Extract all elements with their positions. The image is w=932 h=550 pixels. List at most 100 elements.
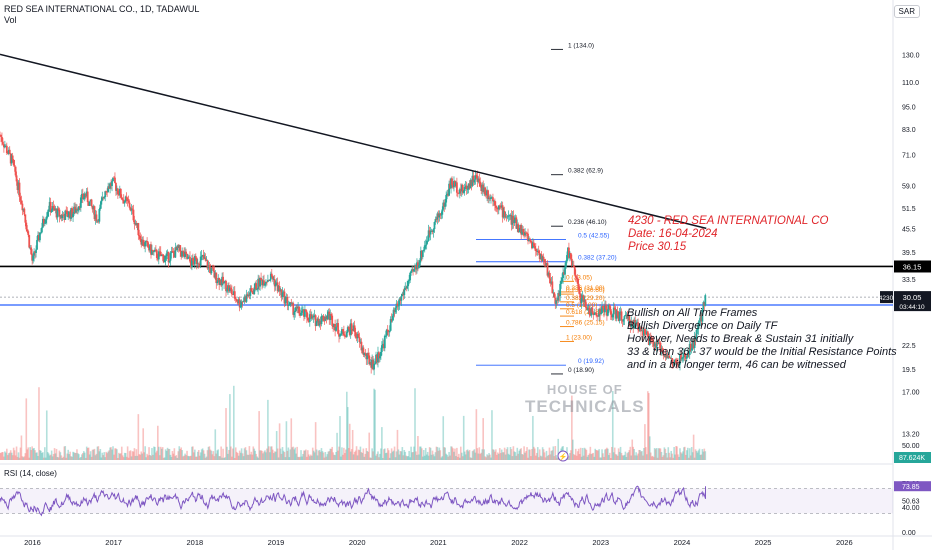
event-lightning-icon[interactable] xyxy=(557,450,569,462)
candle-body xyxy=(364,352,367,354)
volume-bar xyxy=(339,416,341,460)
candle-body xyxy=(51,206,54,211)
volume-bar xyxy=(557,438,560,460)
candle-body xyxy=(206,260,209,269)
candle-body xyxy=(68,211,71,217)
volume-bar xyxy=(282,450,285,460)
volume-bar xyxy=(401,447,404,460)
candle-body xyxy=(183,251,186,257)
candle-body xyxy=(700,315,703,322)
volume-bar xyxy=(362,448,365,460)
candle-body xyxy=(350,323,353,331)
candle-body xyxy=(507,215,510,217)
candle-body xyxy=(579,294,582,304)
volume-bar xyxy=(259,450,261,460)
candle-body xyxy=(638,329,640,331)
candle-body xyxy=(502,211,505,218)
candle-body xyxy=(380,345,383,352)
candle-body xyxy=(223,282,225,284)
candle-body xyxy=(80,193,83,198)
volume-bar xyxy=(338,446,340,460)
volume-bar xyxy=(351,429,354,460)
candle-body xyxy=(93,206,96,220)
candle-body xyxy=(122,199,125,204)
candle-body xyxy=(191,258,193,268)
volume-bar xyxy=(614,454,617,460)
note-line-1: 4230 - RED SEA INTERNATIONAL CO xyxy=(628,215,829,227)
currency-button[interactable]: SAR xyxy=(893,5,920,18)
candle-body xyxy=(529,238,531,241)
volume-bar xyxy=(542,449,545,460)
current-price-label: 30.05 xyxy=(903,293,922,302)
fib-level-label: 0.236 (31.00) xyxy=(566,285,605,292)
trendline[interactable] xyxy=(0,53,707,230)
volume-bar xyxy=(258,411,260,460)
volume-bar xyxy=(661,456,664,460)
candle-body xyxy=(384,335,387,337)
candle-body xyxy=(597,315,600,317)
volume-bar xyxy=(670,450,673,460)
volume-bar xyxy=(648,393,650,460)
volume-bar xyxy=(163,457,166,460)
time-axis[interactable]: 2016 2017 2018 2019 2020 2021 2022 2023 2024 2025… xyxy=(24,538,853,547)
candle-body xyxy=(675,359,677,364)
candle-body xyxy=(321,315,324,317)
volume-bar xyxy=(157,446,160,460)
price-axis[interactable]: 130.0110.095.083.071.059.051.545.539.533… xyxy=(902,52,920,450)
candle-body xyxy=(100,200,103,205)
note-line-3: Price 30.15 xyxy=(628,241,687,253)
candle-body xyxy=(358,337,361,343)
rsi-tick-label: 73.85 xyxy=(902,484,920,491)
candle-body xyxy=(701,309,704,322)
candle-body xyxy=(557,293,560,301)
volume-bar xyxy=(404,451,407,460)
volume-bar xyxy=(290,418,293,460)
fibonacci-levels[interactable]: 1 (134.0)0.382 (62.9)0.236 (46.10)0 (18.… xyxy=(476,42,617,375)
candle-body xyxy=(280,289,283,297)
candle-body xyxy=(135,223,138,226)
candle-body xyxy=(366,352,369,360)
candle-body xyxy=(128,202,131,208)
chart-header: RED SEA INTERNATIONAL CO., 1D, TADAWUL V… xyxy=(4,4,199,26)
candle-body xyxy=(397,305,400,307)
volume-bar xyxy=(588,453,591,460)
volume-bar xyxy=(464,454,467,460)
volume-bar xyxy=(602,453,604,460)
candle-body xyxy=(82,197,85,200)
candle-body xyxy=(87,202,90,206)
volume-bar xyxy=(683,447,685,460)
volume-bar xyxy=(170,456,173,460)
volume-bar xyxy=(328,451,331,460)
volume-bar xyxy=(248,446,251,460)
volume-bar xyxy=(86,447,89,460)
volume-bar xyxy=(340,456,342,460)
candle-body xyxy=(491,197,493,199)
volume-bar xyxy=(549,454,552,460)
volume-bar xyxy=(25,398,28,460)
volume-bar xyxy=(693,457,696,460)
candle-body xyxy=(555,299,558,304)
candle-body xyxy=(373,364,375,370)
volume-bar xyxy=(567,457,569,460)
candle-body xyxy=(371,359,374,368)
volume-bar xyxy=(294,447,296,460)
candle-body xyxy=(294,310,297,313)
candle-body xyxy=(437,213,440,218)
candle-body xyxy=(445,195,448,203)
volume-bar xyxy=(297,456,299,460)
volume-bar xyxy=(528,449,530,460)
volume-bar xyxy=(44,447,46,460)
volume-bar xyxy=(536,447,539,460)
candle-body xyxy=(543,259,546,262)
candle-body xyxy=(417,265,420,268)
candle-body xyxy=(703,302,706,306)
candle-body xyxy=(532,242,535,247)
downtrend-line[interactable] xyxy=(0,53,707,230)
candle-body xyxy=(682,357,684,359)
candle-body xyxy=(368,355,371,365)
candle-body xyxy=(221,276,224,286)
volume-bar xyxy=(154,446,156,460)
candle-body xyxy=(423,245,426,250)
